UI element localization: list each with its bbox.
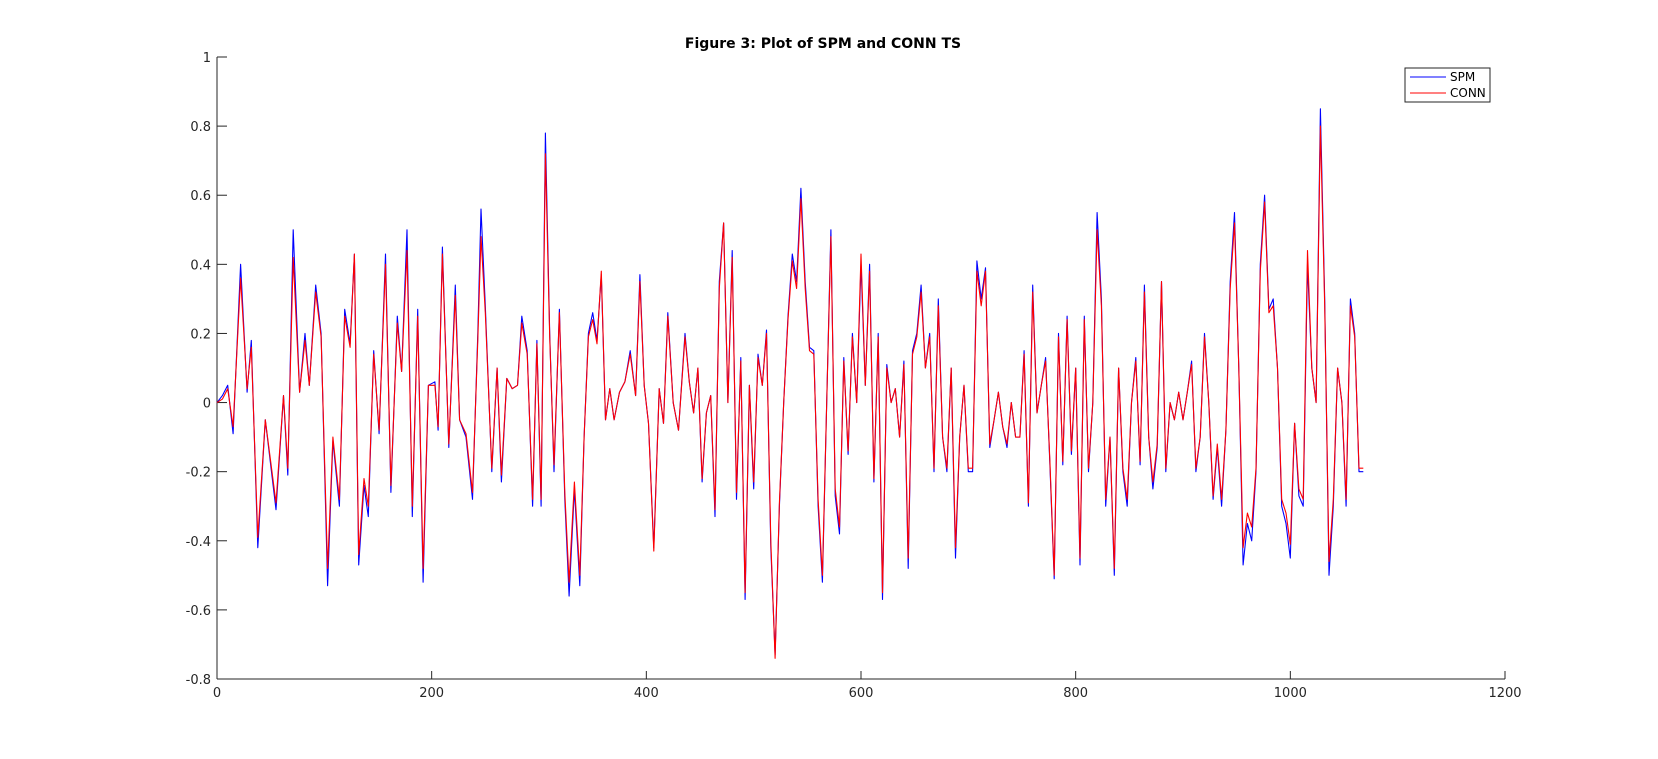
y-tick-label: 0 [203,397,211,412]
legend-label-spm: SPM [1450,70,1475,84]
y-tick-label: 1 [203,51,211,66]
x-tick-label: 400 [634,686,659,701]
axes: 0 200 400 600 800 1000 1200 -0.8 -0.6 -0.4 -0.2 0 0.… [186,51,1522,701]
y-tick-label: -0.4 [186,535,211,550]
legend-box [1404,67,1491,103]
y-tick-label: -0.6 [186,604,211,619]
y-tick-label: 0.2 [190,327,211,342]
chart-title: Figure 3: Plot of SPM and CONN TS [685,36,961,52]
series-layer [216,108,1364,659]
x-tick-label: 200 [419,686,444,701]
y-tick-label: -0.2 [186,466,211,481]
legend: SPM CONN [1404,67,1491,103]
x-tick-label: 0 [213,686,221,701]
x-tick-label: 1200 [1488,686,1521,701]
y-tick-label: 0.8 [190,120,211,135]
y-tick-label: 0.4 [190,258,211,273]
x-tick-label: 1000 [1274,686,1307,701]
x-tick-label: 600 [849,686,874,701]
y-tick-label: -0.8 [186,673,211,688]
x-tick-label: 800 [1063,686,1088,701]
legend-label-conn: CONN [1450,86,1486,100]
series-line-spm [216,108,1364,656]
series-line-conn [216,125,1364,659]
y-tick-label: 0.6 [190,189,211,204]
